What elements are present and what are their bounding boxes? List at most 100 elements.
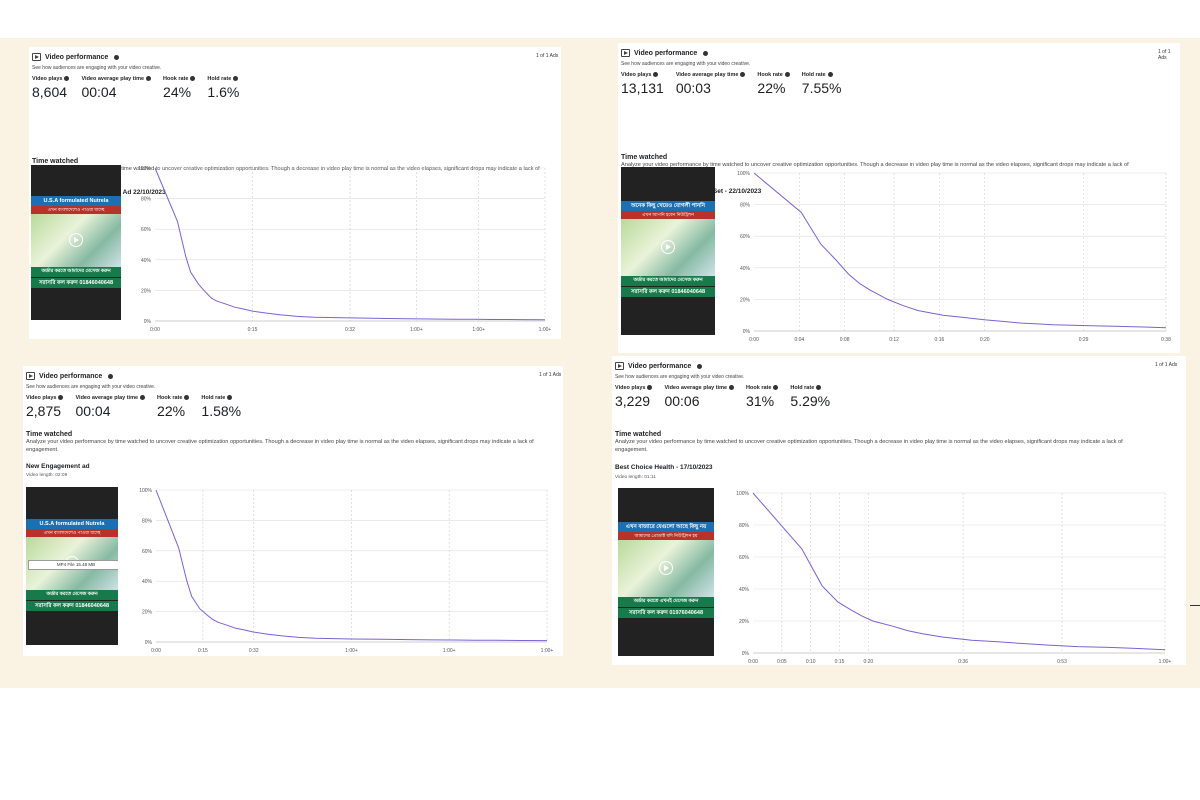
info-icon[interactable]	[740, 72, 746, 78]
y-tick-label: 60%	[141, 227, 152, 233]
ad-pager[interactable]: 1 of 1 Ads	[536, 53, 559, 59]
video-length: Video length: 01:11	[615, 475, 656, 480]
x-tick-label: 0:12	[889, 337, 899, 343]
thumb-headline: U.S.A formulated Nutrela	[26, 519, 118, 529]
info-icon[interactable]	[140, 395, 146, 401]
info-icon[interactable]	[827, 72, 833, 78]
panel-subtitle: See how audiences are engaging with your…	[26, 384, 156, 390]
info-icon[interactable]	[58, 395, 64, 401]
info-icon[interactable]	[108, 373, 114, 379]
info-icon[interactable]	[190, 76, 196, 82]
retention-line	[154, 167, 546, 321]
video-thumbnail[interactable]: এখন বাজারে যেগুলো আছে কিছু নয় আমাদের প্র…	[618, 488, 714, 656]
hold-rate-label: Hold rate	[802, 72, 842, 78]
hold-rate-label-text: Hold rate	[201, 395, 226, 401]
thumb-headline: এখন বাজারে যেগুলো আছে কিছু নয়	[618, 522, 714, 532]
hook-rate-label-text: Hook rate	[757, 72, 783, 78]
panel-subtitle: See how audiences are engaging with your…	[32, 65, 162, 71]
panel-header: Video performance	[615, 362, 703, 370]
y-tick-label: 60%	[142, 549, 153, 555]
y-tick-label: 0%	[743, 329, 751, 335]
avg-play-time-label: Video average play time	[75, 395, 146, 401]
video-performance-panel: Video performance 1 of 1 Ads See how audie…	[612, 356, 1186, 665]
time-watched-description: Analyze your video performance by time w…	[615, 439, 1123, 453]
info-icon[interactable]	[233, 76, 239, 82]
avg-play-time-value: 00:04	[75, 403, 111, 419]
info-icon[interactable]	[703, 50, 709, 56]
time-watched-chart[interactable]: 100% 80% 60% 40% 20% 0% 0:00 0:15 0:32 1:00+ 1:00+…	[126, 486, 557, 654]
video-thumbnail[interactable]: U.S.A formulated Nutrela এখন বাংলাদেশেও প…	[26, 487, 118, 645]
info-icon[interactable]	[784, 72, 790, 78]
ad-pager[interactable]: 1 of 1 Ads	[539, 372, 562, 378]
time-watched-chart[interactable]: 100% 80% 60% 40% 20% 0% 0:00 0:05 0:10 0:15 0:20 0:…	[723, 489, 1175, 665]
thumb-subline: এখন বাংলাদেশেও পাওয়া যাচ্ছে	[31, 206, 121, 214]
x-tick-label: 0:15	[248, 327, 258, 333]
x-tick-label: 0:32	[249, 648, 259, 654]
ad-pager[interactable]: 1 of 1 Ads	[1158, 49, 1171, 61]
x-tick-label: 1:00+	[410, 327, 423, 333]
hold-rate-label: Hold rate	[790, 385, 830, 391]
y-tick-label: 80%	[739, 523, 750, 529]
time-watched-chart[interactable]: 100% 80% 60% 40% 20% 0% 0:00 0:04 0:08 0:12 0:16 0:…	[724, 169, 1176, 343]
x-tick-label: 1:00+	[443, 648, 456, 654]
ad-pager[interactable]: 1 of 1 Ads	[1155, 362, 1178, 368]
hook-rate-label: Hook rate	[163, 76, 196, 82]
time-watched-heading: Time watched	[26, 431, 73, 438]
info-icon[interactable]	[653, 72, 659, 78]
avg-play-time-metric: Video average play time 00:03	[676, 72, 746, 96]
video-plays-label: Video plays	[32, 76, 70, 82]
metrics-row: Video plays 2,875 Video average play time 0…	[26, 395, 253, 419]
y-tick-label: 80%	[141, 197, 152, 203]
hook-rate-label: Hook rate	[157, 395, 190, 401]
y-tick-label: 20%	[141, 288, 152, 294]
avg-play-time-metric: Video average play time 00:04	[75, 395, 146, 419]
hook-rate-metric: Hook rate 22%	[757, 72, 790, 96]
hook-rate-value: 31%	[746, 393, 775, 409]
y-tick-label: 80%	[740, 203, 751, 209]
thumb-phone: সরাসরি কল করুন 01976040648	[618, 608, 714, 618]
panel-title: Video performance	[634, 49, 698, 57]
info-icon[interactable]	[227, 395, 233, 401]
x-tick-label: 0:15	[198, 648, 208, 654]
y-tick-label: 40%	[142, 579, 153, 585]
info-icon[interactable]	[184, 395, 190, 401]
video-thumbnail[interactable]: অনেক কিছু খেয়েও যোগলী পাননি এখন আপনি হবে…	[621, 167, 715, 335]
x-tick-label: 0:36	[958, 659, 968, 665]
info-icon[interactable]	[114, 54, 120, 60]
info-icon[interactable]	[697, 363, 703, 369]
info-icon[interactable]	[64, 76, 70, 82]
time-watched-chart[interactable]: 100% 80% 60% 40% 20% 0% 0:00 0:15 0:32 1:00+ 1:00+…	[125, 164, 555, 333]
info-icon[interactable]	[647, 385, 653, 391]
thumb-order-text: অর্ডার করতে এখনই মেসেজ করুন	[618, 597, 714, 607]
hold-rate-metric: Hold rate 1.6%	[207, 76, 239, 100]
avg-play-time-metric: Video average play time 00:04	[81, 76, 152, 100]
hold-rate-label-text: Hold rate	[790, 385, 815, 391]
info-icon[interactable]	[816, 385, 822, 391]
retention-line	[753, 172, 1167, 329]
y-tick-label: 40%	[739, 587, 750, 593]
info-icon[interactable]	[146, 76, 152, 82]
y-tick-label: 60%	[740, 234, 751, 240]
metrics-row: Video plays 3,229 Video average play time 0…	[615, 385, 842, 409]
info-icon[interactable]	[773, 385, 779, 391]
download-toast[interactable]: MP4 File 15.48 MB	[28, 560, 118, 570]
thumb-subline: এখন বাংলাদেশেও পাওয়া যাচ্ছে	[26, 529, 118, 537]
x-tick-label: 0:00	[150, 327, 160, 333]
video-thumbnail[interactable]: U.S.A formulated Nutrela এখন বাংলাদেশেও প…	[31, 165, 121, 320]
panel-title: Video performance	[628, 362, 692, 370]
info-icon[interactable]	[729, 385, 735, 391]
y-tick-label: 0%	[742, 651, 750, 657]
play-icon[interactable]	[69, 233, 83, 247]
panel-header: Video performance	[621, 49, 709, 57]
play-icon[interactable]	[659, 561, 673, 575]
avg-play-time-label: Video average play time	[81, 76, 152, 82]
video-icon	[615, 362, 624, 370]
y-tick-label: 0%	[144, 319, 152, 325]
y-tick-label: 100%	[138, 166, 151, 172]
hook-rate-label: Hook rate	[757, 72, 790, 78]
video-plays-value: 8,604	[32, 84, 68, 100]
thumb-order-text: অর্ডার করতে মেসেজ করুন	[26, 590, 118, 600]
play-icon[interactable]	[661, 240, 675, 254]
y-tick-label: 0%	[145, 640, 153, 646]
video-plays-value: 13,131	[621, 80, 664, 96]
